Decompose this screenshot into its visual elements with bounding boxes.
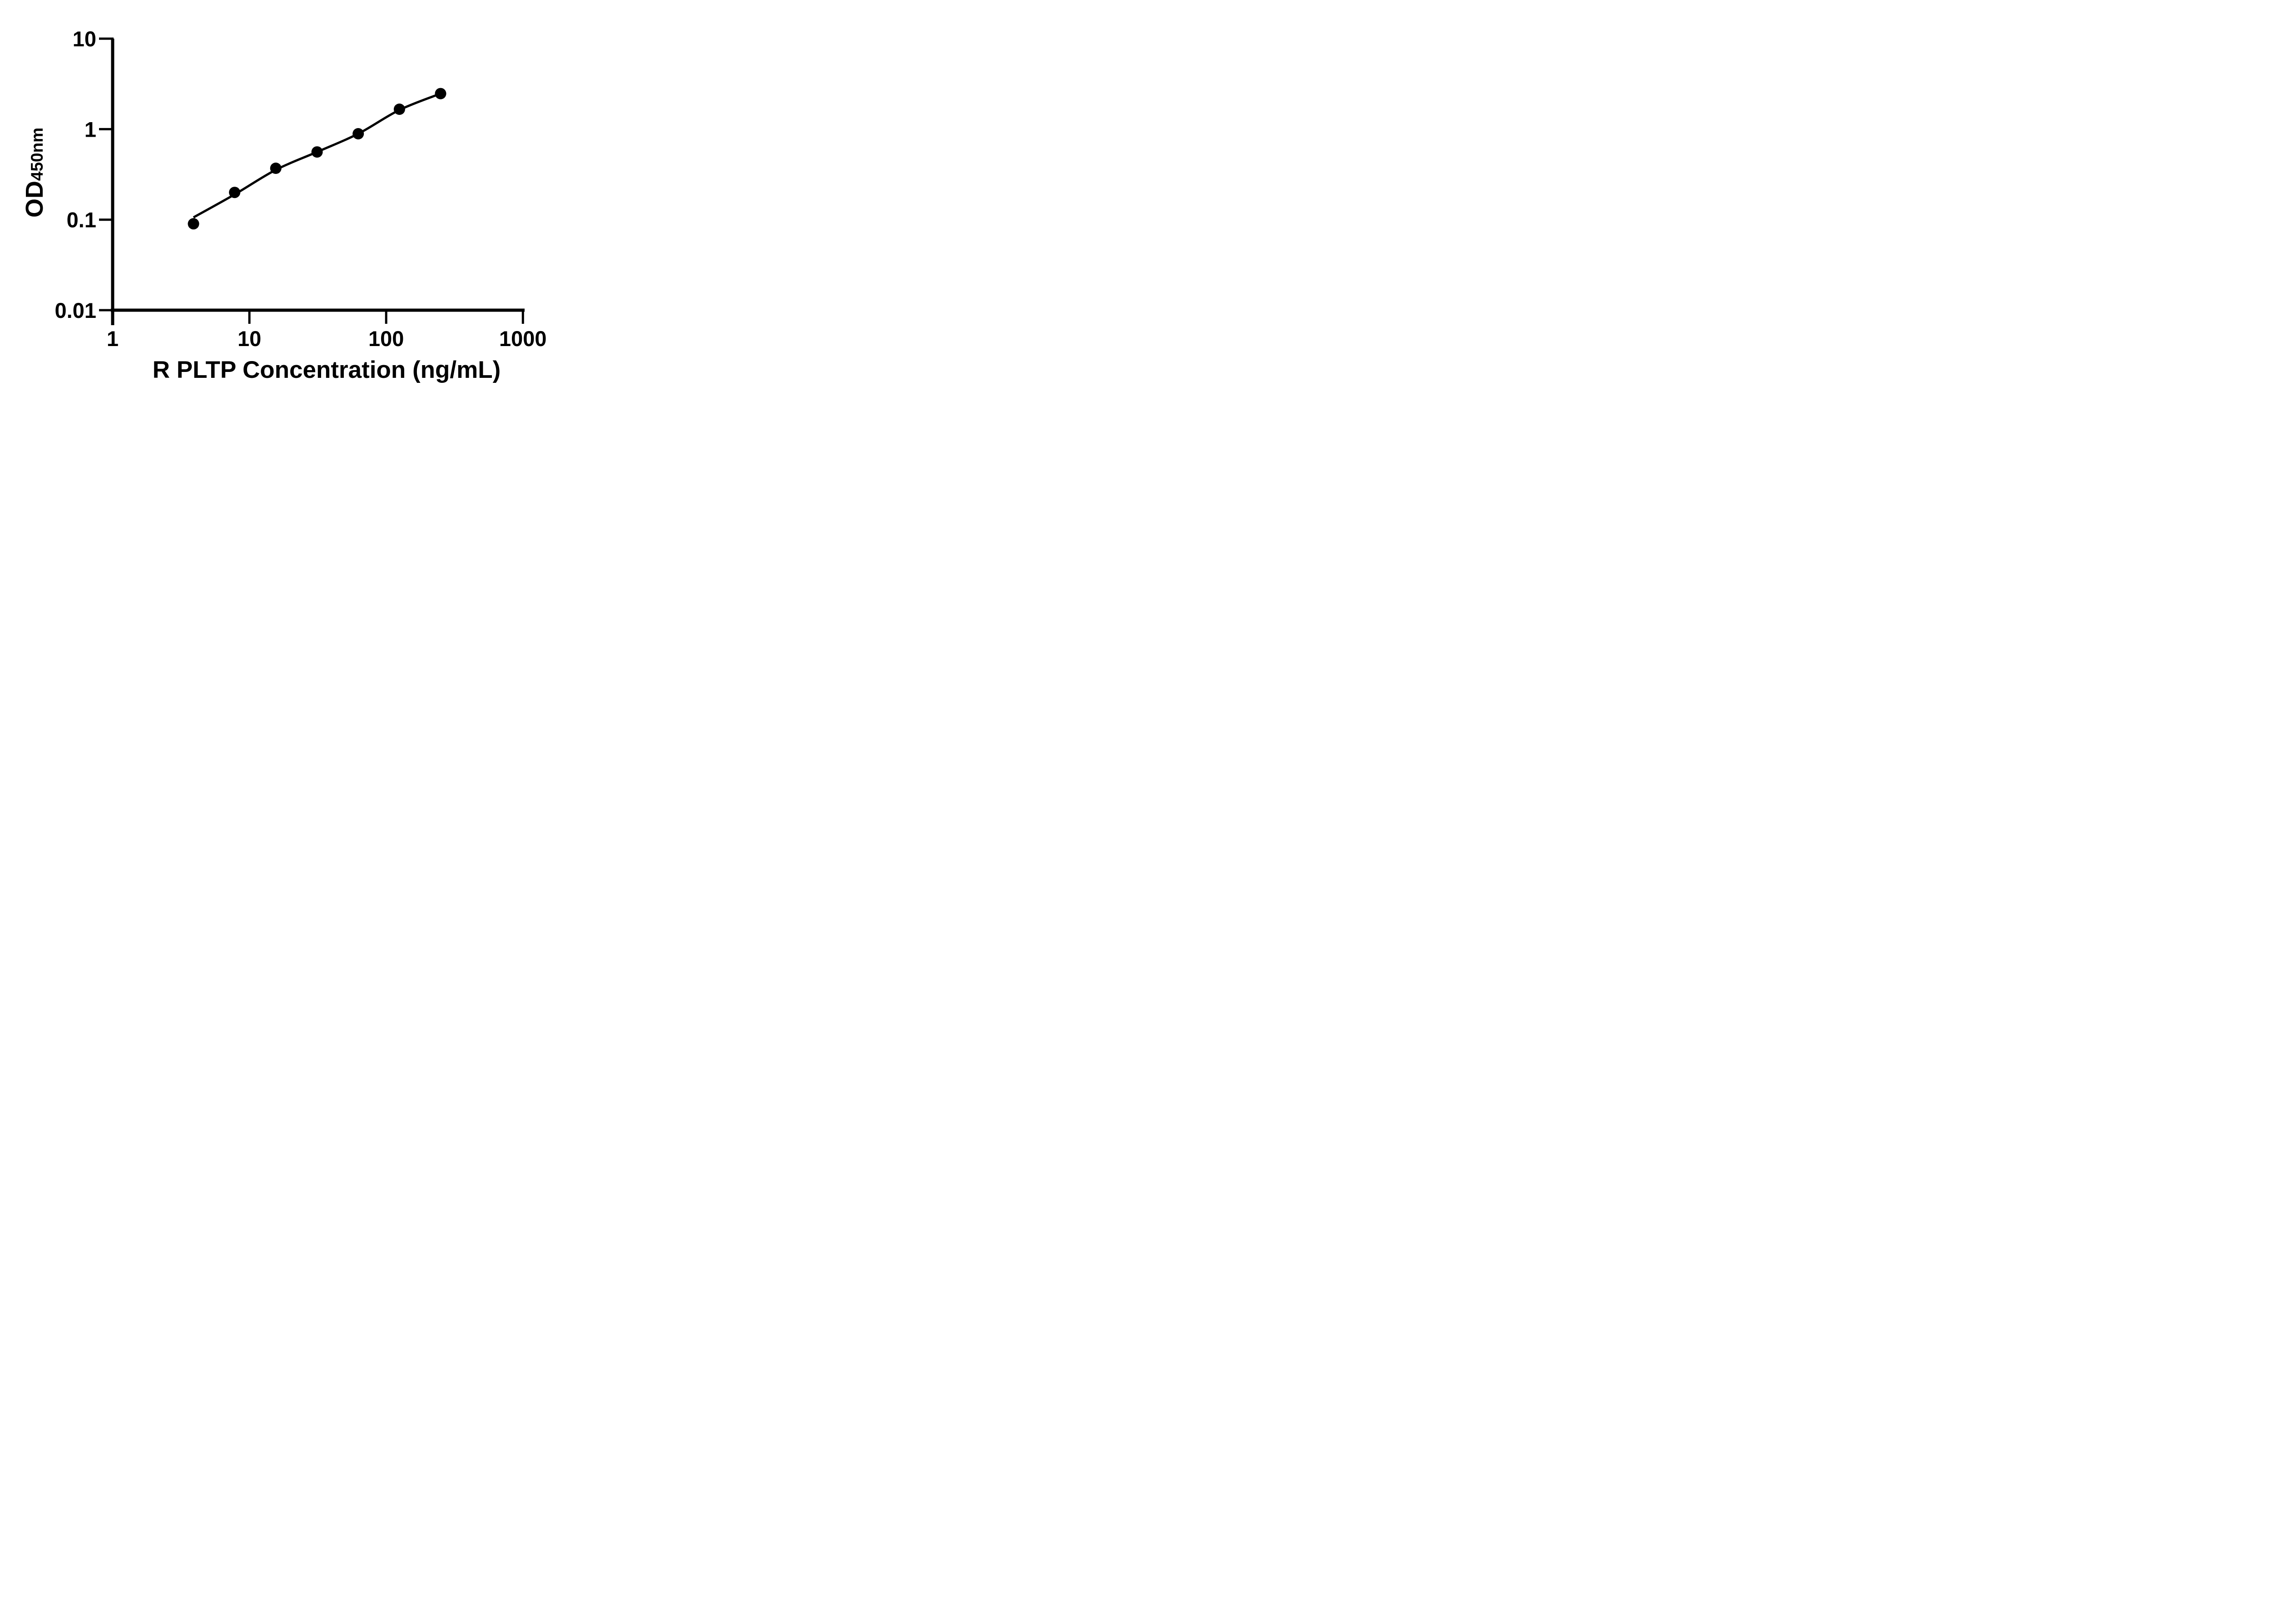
- y-tick-label: 1: [84, 117, 96, 141]
- x-tick-label: 1000: [499, 327, 547, 351]
- data-point: [393, 104, 405, 115]
- data-point: [188, 218, 199, 230]
- x-tick-label: 1: [107, 327, 119, 351]
- data-point: [352, 128, 364, 139]
- plot-canvas: 1 10 100 1000 0.01 0.1 1 10: [55, 27, 547, 351]
- y-axis-title-sub: 450nm: [28, 127, 46, 181]
- y-tick-label: 10: [73, 27, 96, 51]
- y-tick-label: 0.1: [67, 208, 96, 232]
- x-axis-title: R PLTP Concentration (ng/mL): [152, 356, 501, 383]
- data-point: [435, 88, 446, 99]
- data-point: [311, 146, 323, 158]
- data-point: [270, 163, 282, 174]
- elisa-standard-curve-figure: 1 10 100 1000 0.01 0.1 1 10 OD450nm R PLTP Conc…: [0, 0, 584, 406]
- data-point: [229, 187, 241, 198]
- x-tick-label: 100: [368, 327, 404, 351]
- x-tick-label: 10: [238, 327, 261, 351]
- y-axis-title: OD450nm: [21, 127, 48, 218]
- y-axis-title-main: OD: [21, 181, 48, 218]
- y-tick-label: 0.01: [55, 298, 96, 322]
